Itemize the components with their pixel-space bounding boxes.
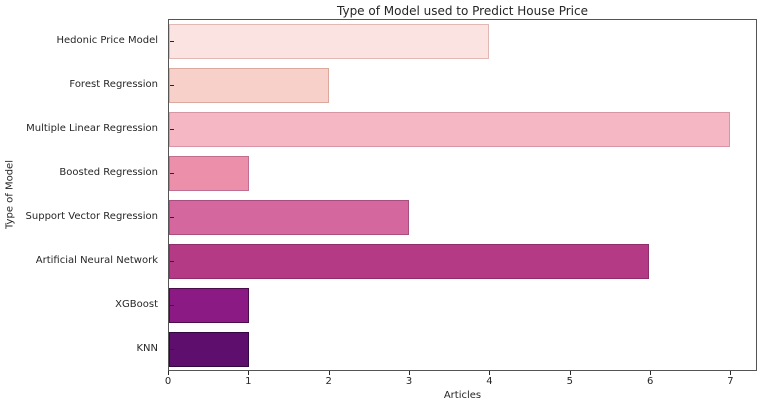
x-tick-label: 5	[566, 376, 573, 387]
bar-band	[169, 64, 756, 108]
y-tick-label: Hedonic Price Model	[56, 35, 158, 46]
x-axis-label: Articles	[443, 390, 482, 401]
x-tick-label: 3	[405, 376, 413, 387]
x-tick-mark	[328, 371, 330, 375]
x-tick-mark	[569, 371, 571, 375]
x-tick-mark	[650, 371, 652, 375]
bar-xgboost	[169, 288, 250, 323]
y-tick-mark	[170, 129, 174, 130]
y-tick-mark	[170, 173, 174, 174]
y-tick-label: Forest Regression	[69, 79, 158, 90]
x-tick-mark	[489, 371, 491, 375]
bar-multiple-linear-regression	[169, 112, 730, 147]
y-tick-mark	[170, 305, 174, 306]
bar-band	[169, 240, 756, 284]
bar-band	[169, 152, 756, 196]
x-tick-label: 1	[245, 376, 252, 387]
bar-band	[169, 196, 756, 240]
x-tick-label: 7	[727, 376, 734, 387]
bar-band	[169, 328, 756, 372]
bar-artificial-neural-network	[169, 244, 650, 279]
x-tick-label: 0	[164, 376, 172, 387]
bar-forest-regression	[169, 68, 330, 103]
x-tick-mark	[248, 371, 250, 375]
x-tick-mark	[168, 371, 169, 375]
bar-band	[169, 284, 756, 328]
bar-boosted-regression	[169, 156, 250, 191]
bar-knn	[169, 332, 250, 367]
plot-area	[168, 19, 757, 371]
y-tick-mark	[170, 41, 174, 42]
y-tick-mark	[170, 261, 174, 262]
x-tick-label: 2	[325, 376, 332, 387]
y-tick-label: Multiple Linear Regression	[26, 123, 158, 134]
x-tick-mark	[730, 371, 732, 375]
bar-band	[169, 108, 756, 152]
bar-hedonic-price-model	[169, 24, 490, 59]
y-axis-label: Type of Model	[4, 160, 16, 229]
y-tick-label: Artificial Neural Network	[35, 255, 158, 266]
chart-title: Type of Model used to Predict House Pric…	[337, 4, 588, 18]
bar-band	[169, 20, 756, 64]
y-tick-mark	[170, 217, 174, 218]
x-tick-mark	[409, 371, 411, 375]
y-tick-mark	[170, 349, 174, 350]
bar-support-vector-regression	[169, 200, 410, 235]
x-tick-label: 4	[486, 376, 493, 387]
y-tick-mark	[170, 85, 174, 86]
y-tick-label: Boosted Regression	[59, 167, 158, 178]
y-tick-label: XGBoost	[115, 299, 158, 310]
y-tick-label: Support Vector Regression	[25, 211, 158, 222]
y-tick-label: KNN	[136, 343, 158, 354]
x-tick-label: 6	[646, 376, 654, 387]
